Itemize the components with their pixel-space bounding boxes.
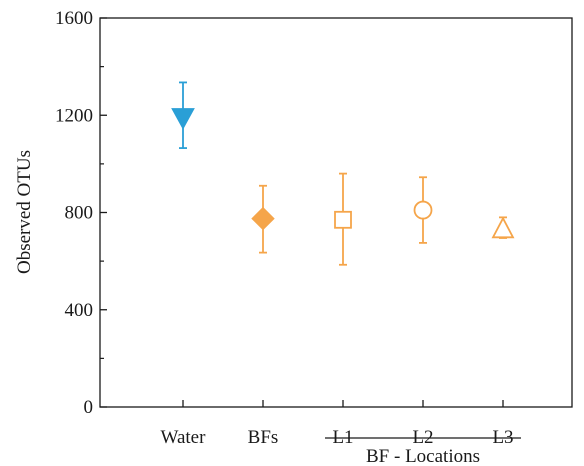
marker-diamond xyxy=(251,206,275,231)
x-tick-label: BFs xyxy=(248,427,279,448)
group-label: BF - Locations xyxy=(366,446,480,466)
marker-triangle-up xyxy=(491,216,515,239)
marker-triangle-down xyxy=(171,108,195,130)
y-tick-label: 800 xyxy=(65,203,94,224)
data-point-l3 xyxy=(491,216,515,239)
data-marks xyxy=(171,81,515,266)
marker-square xyxy=(334,210,352,229)
data-point-l1 xyxy=(334,172,352,266)
y-tick-label: 400 xyxy=(65,300,94,321)
y-tick-label: 1600 xyxy=(55,8,93,29)
y-axis: 0 400 800 1200 1600 xyxy=(55,8,107,418)
marker-circle xyxy=(413,200,433,220)
x-tick-label: Water xyxy=(161,427,207,448)
y-tick-label: 1200 xyxy=(55,105,93,126)
x-axis: Water BFs L1 L2 L3 xyxy=(161,400,514,448)
y-tick-label: 0 xyxy=(84,397,94,418)
y-axis-title: Observed OTUs xyxy=(14,150,35,274)
data-point-l2 xyxy=(413,176,433,244)
data-point-bfs xyxy=(251,184,275,254)
data-point-water xyxy=(171,81,195,149)
